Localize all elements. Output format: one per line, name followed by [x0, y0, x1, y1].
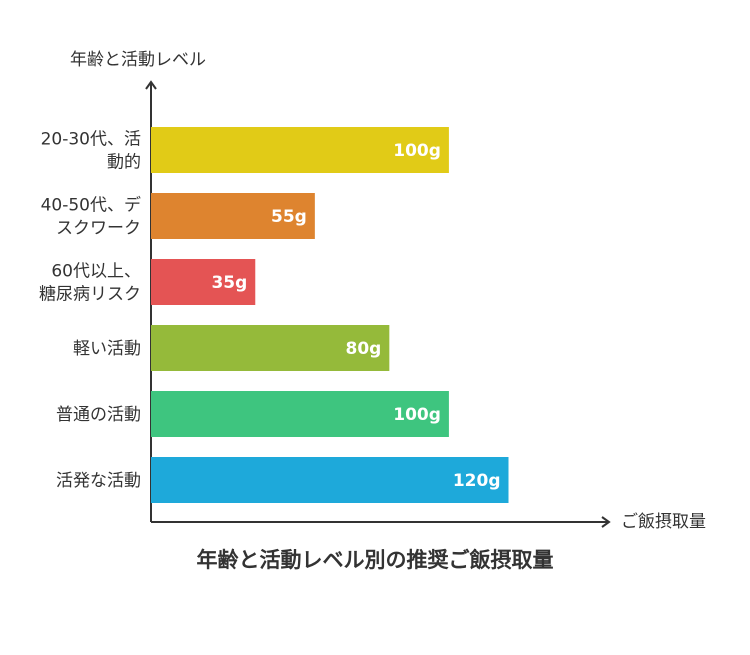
- category-label: 糖尿病リスク: [39, 285, 141, 305]
- bar: [151, 457, 509, 503]
- bar: [151, 391, 449, 437]
- x-axis-arrow: [601, 516, 611, 528]
- bar-value-label: 55g: [271, 207, 307, 227]
- bar-value-label: 100g: [393, 405, 441, 425]
- category-label: 軽い活動: [73, 339, 141, 359]
- category-label: 20-30代、活: [41, 130, 141, 150]
- bar: [151, 127, 449, 173]
- bar: [151, 193, 315, 239]
- x-axis-label: ご飯摂取量: [621, 512, 706, 532]
- bar: [151, 259, 256, 305]
- bar-value-label: 100g: [393, 141, 441, 161]
- bar-value-label: 35g: [211, 273, 247, 293]
- bar: [151, 325, 390, 371]
- category-label: 60代以上、: [51, 262, 141, 282]
- y-axis-label: 年齢と活動レベル: [70, 50, 206, 70]
- category-label: 40-50代、デ: [41, 195, 141, 216]
- bars-group: [151, 127, 509, 503]
- category-label: 普通の活動: [56, 405, 141, 425]
- bar-value-label: 120g: [453, 471, 501, 491]
- value-labels: 100g 55g 35g 80g 100g 120g: [211, 141, 500, 491]
- y-axis-arrow: [145, 80, 157, 90]
- category-label: スクワーク: [56, 219, 141, 239]
- category-label: 活発な活動: [56, 471, 141, 491]
- category-label: 動的: [107, 153, 141, 173]
- bar-value-label: 80g: [346, 339, 382, 359]
- chart-title: 年齢と活動レベル別の推奨ご飯摂取量: [196, 548, 554, 572]
